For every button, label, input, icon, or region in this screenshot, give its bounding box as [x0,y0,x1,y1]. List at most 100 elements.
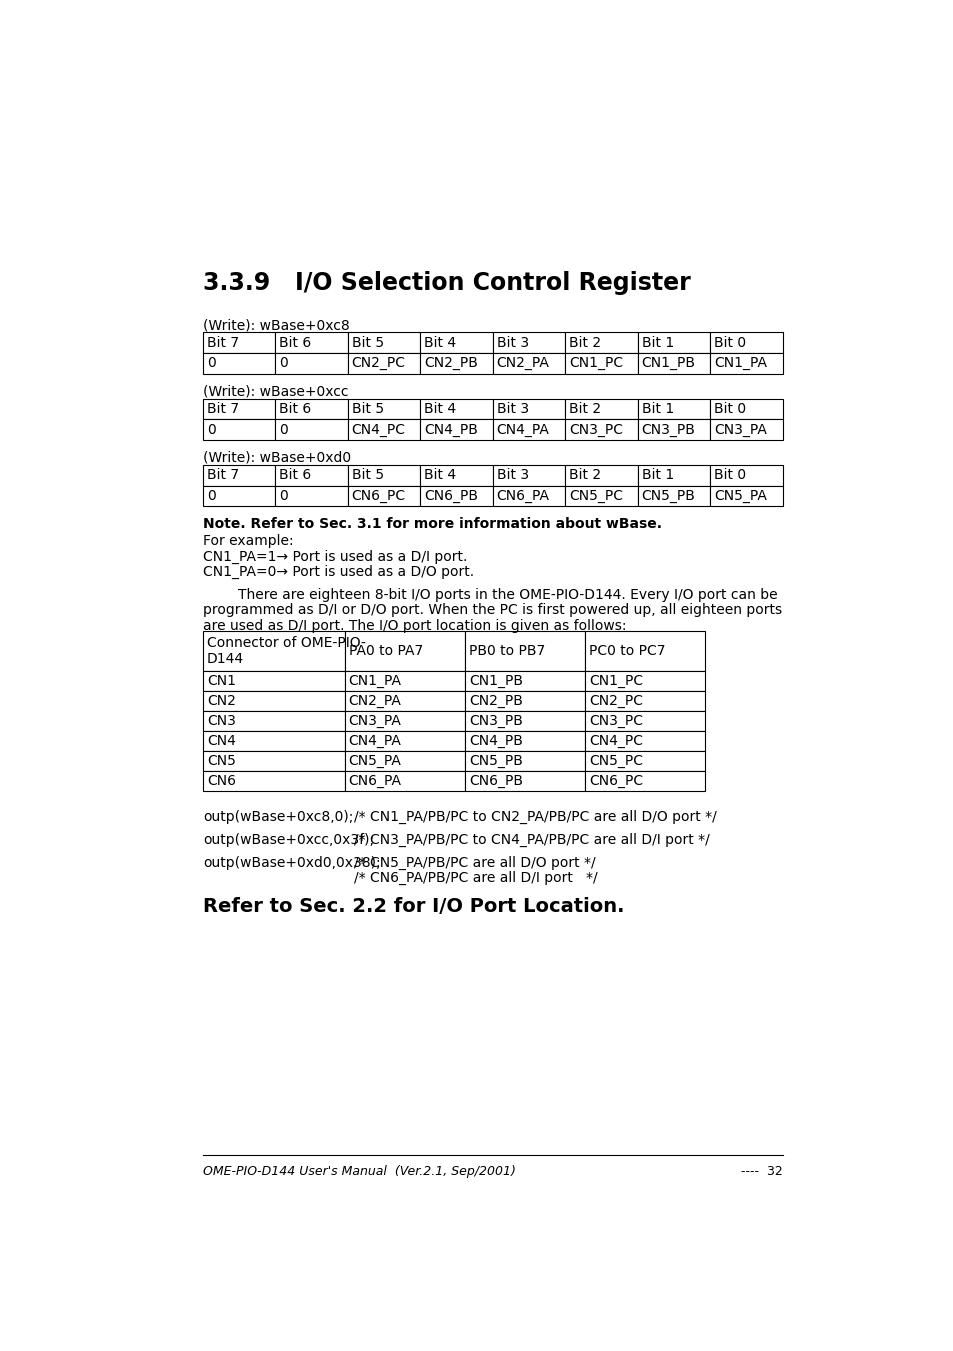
Bar [344,631,464,671]
Text: Note. Refer to Sec. 3.1 for more information about wBase.: Note. Refer to Sec. 3.1 for more informa… [203,517,661,531]
Text: CN6_PB: CN6_PB [468,774,522,788]
Bar [275,353,348,374]
Bar [420,353,493,374]
Text: CN1_PA=0→ Port is used as a D/O port.: CN1_PA=0→ Port is used as a D/O port. [203,565,474,580]
Bar [203,631,344,671]
Text: CN2_PB: CN2_PB [468,694,522,708]
Bar [203,771,344,792]
Bar [709,485,781,507]
Text: outp(wBase+0xd0,0x38);: outp(wBase+0xd0,0x38); [203,857,380,870]
Text: CN4_PA: CN4_PA [497,423,549,436]
Text: CN2_PC: CN2_PC [588,694,642,708]
Text: Bit 3: Bit 3 [497,335,528,350]
Bar [420,485,493,507]
Text: Bit 2: Bit 2 [569,401,600,416]
Bar [565,399,637,419]
Bar [275,485,348,507]
Text: CN1_PB: CN1_PB [468,674,522,688]
Text: CN6_PC: CN6_PC [588,774,642,788]
Text: CN2_PA: CN2_PA [348,694,401,708]
Text: CN5_PC: CN5_PC [588,754,642,769]
Bar [584,711,704,731]
Text: 0: 0 [207,489,215,503]
Text: PC0 to PC7: PC0 to PC7 [588,644,664,658]
Text: CN2_PC: CN2_PC [352,357,405,370]
Bar [203,419,275,440]
Text: (Write): wBase+0xc8: (Write): wBase+0xc8 [203,319,350,332]
Bar [565,465,637,485]
Bar [203,353,275,374]
Bar [493,353,565,374]
Text: Bit 5: Bit 5 [352,469,383,482]
Bar [709,465,781,485]
Text: Bit 2: Bit 2 [569,335,600,350]
Text: CN5_PB: CN5_PB [468,754,522,769]
Text: Bit 0: Bit 0 [713,469,745,482]
Bar [584,671,704,692]
Bar [203,485,275,507]
Text: CN3_PB: CN3_PB [641,423,695,436]
Text: Bit 4: Bit 4 [424,335,456,350]
Bar [344,692,464,711]
Text: Bit 6: Bit 6 [279,401,312,416]
Bar [275,399,348,419]
Bar [464,771,584,792]
Bar [464,751,584,771]
Text: 0: 0 [279,423,288,436]
Text: Bit 4: Bit 4 [424,401,456,416]
Bar [348,332,420,353]
Text: Bit 2: Bit 2 [569,469,600,482]
Bar [637,419,709,440]
Text: Bit 0: Bit 0 [713,335,745,350]
Bar [464,671,584,692]
Text: CN4_PC: CN4_PC [352,423,405,436]
Text: Bit 7: Bit 7 [207,335,238,350]
Text: /* CN1_PA/PB/PC to CN2_PA/PB/PC are all D/O port */: /* CN1_PA/PB/PC to CN2_PA/PB/PC are all … [354,809,716,824]
Bar [348,465,420,485]
Text: Bit 3: Bit 3 [497,401,528,416]
Bar [420,419,493,440]
Text: CN1_PA: CN1_PA [713,357,766,370]
Text: Bit 1: Bit 1 [641,335,673,350]
Text: CN6_PB: CN6_PB [424,489,477,503]
Bar [203,711,344,731]
Text: CN3_PC: CN3_PC [588,715,642,728]
Text: Refer to Sec. 2.2 for I/O Port Location.: Refer to Sec. 2.2 for I/O Port Location. [203,897,624,916]
Text: 0: 0 [279,357,288,370]
Bar [464,731,584,751]
Bar [493,332,565,353]
Bar [493,399,565,419]
Text: CN3: CN3 [207,715,235,728]
Text: CN4_PB: CN4_PB [468,734,522,748]
Bar [637,332,709,353]
Bar [203,332,275,353]
Bar [637,399,709,419]
Bar [584,751,704,771]
Text: CN5_PC: CN5_PC [569,489,622,503]
Text: CN6: CN6 [207,774,235,788]
Text: Bit 7: Bit 7 [207,469,238,482]
Bar [203,399,275,419]
Text: /* CN5_PA/PB/PC are all D/O port */: /* CN5_PA/PB/PC are all D/O port */ [354,857,595,870]
Text: Bit 7: Bit 7 [207,401,238,416]
Text: CN1_PC: CN1_PC [569,357,622,370]
Text: 0: 0 [207,357,215,370]
Text: (Write): wBase+0xd0: (Write): wBase+0xd0 [203,451,351,465]
Bar [348,399,420,419]
Bar [464,631,584,671]
Text: Bit 0: Bit 0 [713,401,745,416]
Bar [709,399,781,419]
Text: CN4_PB: CN4_PB [424,423,477,436]
Text: outp(wBase+0xcc,0x3f);: outp(wBase+0xcc,0x3f); [203,832,374,847]
Text: CN6_PA: CN6_PA [497,489,549,503]
Bar [584,771,704,792]
Text: Bit 5: Bit 5 [352,401,383,416]
Bar [203,692,344,711]
Text: CN1_PC: CN1_PC [588,674,642,688]
Text: CN4_PC: CN4_PC [588,734,642,748]
Text: (Write): wBase+0xcc: (Write): wBase+0xcc [203,385,348,399]
Text: There are eighteen 8-bit I/O ports in the OME-PIO-D144. Every I/O port can be: There are eighteen 8-bit I/O ports in th… [203,588,777,603]
Text: 0: 0 [279,489,288,503]
Text: /* CN3_PA/PB/PC to CN4_PA/PB/PC are all D/I port */: /* CN3_PA/PB/PC to CN4_PA/PB/PC are all … [354,832,709,847]
Text: OME-PIO-D144 User's Manual  (Ver.2.1, Sep/2001): OME-PIO-D144 User's Manual (Ver.2.1, Sep… [203,1166,516,1178]
